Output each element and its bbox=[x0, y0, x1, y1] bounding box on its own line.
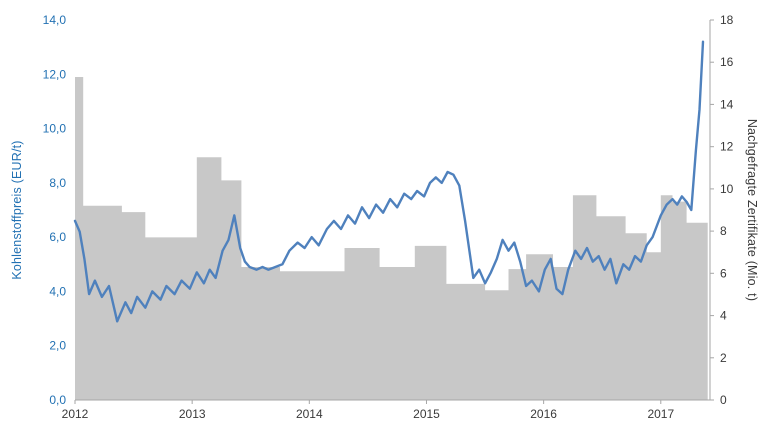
right-tick-label: 10 bbox=[720, 182, 734, 196]
right-tick-label: 16 bbox=[720, 55, 734, 69]
x-tick-label: 2015 bbox=[413, 407, 440, 421]
right-tick-label: 0 bbox=[720, 393, 727, 407]
x-tick-label: 2013 bbox=[179, 407, 206, 421]
left-tick-label: 8,0 bbox=[49, 176, 66, 190]
right-tick-label: 6 bbox=[720, 266, 727, 280]
left-tick-label: 0,0 bbox=[49, 393, 66, 407]
x-tick-label: 2017 bbox=[647, 407, 674, 421]
x-tick-label: 2014 bbox=[296, 407, 323, 421]
left-tick-label: 12,0 bbox=[43, 67, 67, 81]
right-tick-label: 12 bbox=[720, 140, 734, 154]
left-tick-label: 6,0 bbox=[49, 230, 66, 244]
right-tick-label: 14 bbox=[720, 97, 734, 111]
right-axis-title: Nachgefragte Zertifikate (Mio. t) bbox=[745, 118, 759, 302]
right-tick-label: 4 bbox=[720, 309, 727, 323]
certificates-area-series bbox=[75, 77, 708, 400]
left-tick-label: 10,0 bbox=[43, 122, 67, 136]
carbon-price-line-series bbox=[73, 40, 705, 323]
left-tick-label: 14,0 bbox=[43, 13, 67, 27]
left-tick-label: 4,0 bbox=[49, 284, 66, 298]
x-tick-label: 2016 bbox=[530, 407, 557, 421]
left-tick-label: 2,0 bbox=[49, 339, 66, 353]
right-tick-label: 18 bbox=[720, 13, 734, 27]
x-tick-label: 2012 bbox=[62, 407, 89, 421]
right-tick-label: 2 bbox=[720, 351, 727, 365]
left-axis-title: Kohlenstoffpreis (EUR/t) bbox=[10, 140, 24, 280]
right-tick-label: 8 bbox=[720, 224, 727, 238]
